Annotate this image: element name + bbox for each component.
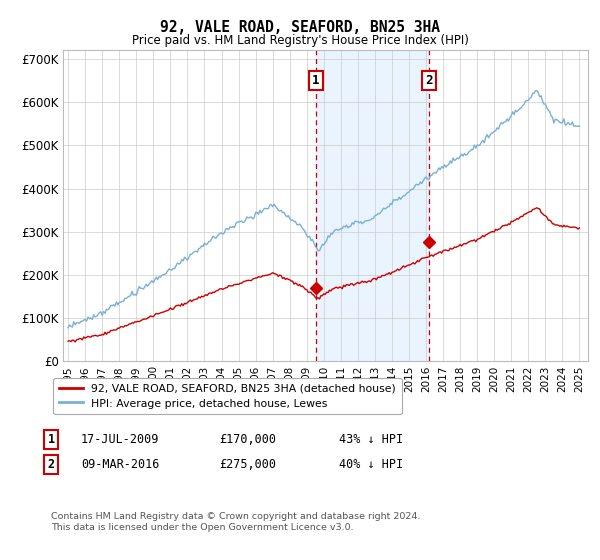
Text: £275,000: £275,000 — [219, 458, 276, 472]
Text: Contains HM Land Registry data © Crown copyright and database right 2024.
This d: Contains HM Land Registry data © Crown c… — [51, 512, 421, 532]
Text: £170,000: £170,000 — [219, 433, 276, 446]
Text: 17-JUL-2009: 17-JUL-2009 — [81, 433, 160, 446]
Text: 43% ↓ HPI: 43% ↓ HPI — [339, 433, 403, 446]
Text: 1: 1 — [47, 433, 55, 446]
Text: 2: 2 — [425, 74, 433, 87]
Legend: 92, VALE ROAD, SEAFORD, BN25 3HA (detached house), HPI: Average price, detached : 92, VALE ROAD, SEAFORD, BN25 3HA (detach… — [53, 378, 401, 414]
Bar — [316, 50, 430, 361]
Text: 1: 1 — [312, 74, 320, 87]
Text: 40% ↓ HPI: 40% ↓ HPI — [339, 458, 403, 472]
Text: 09-MAR-2016: 09-MAR-2016 — [81, 458, 160, 472]
Text: 92, VALE ROAD, SEAFORD, BN25 3HA: 92, VALE ROAD, SEAFORD, BN25 3HA — [160, 20, 440, 35]
Text: Price paid vs. HM Land Registry's House Price Index (HPI): Price paid vs. HM Land Registry's House … — [131, 34, 469, 46]
Text: 2: 2 — [47, 458, 55, 472]
